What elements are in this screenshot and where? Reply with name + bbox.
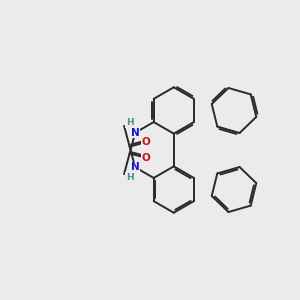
Text: H: H (126, 172, 133, 182)
Text: N: N (131, 162, 140, 172)
Text: H: H (126, 118, 133, 127)
Text: O: O (141, 137, 150, 147)
Text: O: O (141, 153, 150, 163)
Text: N: N (131, 128, 140, 138)
